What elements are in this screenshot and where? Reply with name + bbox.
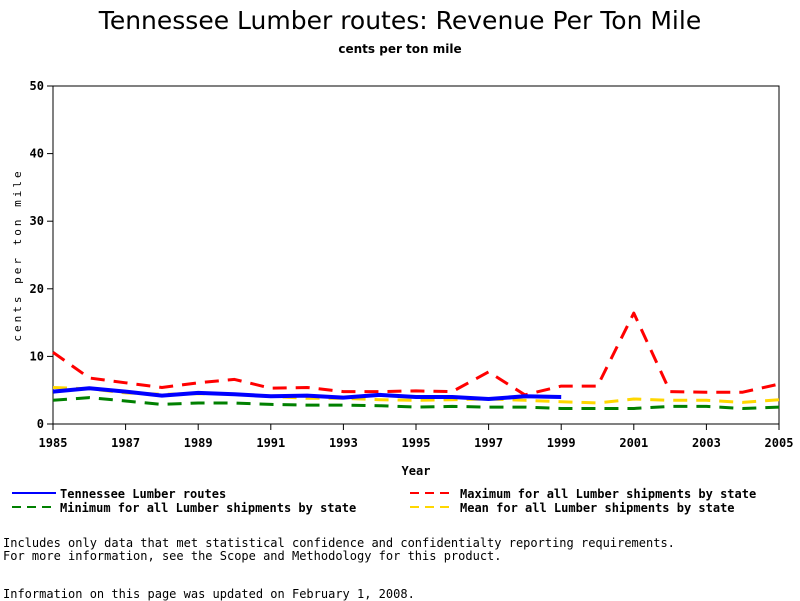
- legend-swatch-mean: [410, 506, 454, 508]
- x-axis-label: Year: [402, 464, 431, 478]
- series-tennessee-line: [52, 386, 562, 401]
- x-tick-label: 1989: [184, 436, 213, 450]
- legend-swatch-maximum: [410, 492, 454, 494]
- y-axis: 0 10 20 30 40 50: [30, 79, 53, 431]
- y-tick-label: 30: [30, 214, 44, 228]
- note-methodology: For more information, see the Scope and …: [3, 549, 502, 563]
- x-tick-label: 1993: [329, 436, 358, 450]
- y-tick-label: 40: [30, 147, 44, 161]
- x-tick-label: 2003: [692, 436, 721, 450]
- x-tick-label: 2001: [619, 436, 648, 450]
- series-layer: [52, 311, 780, 410]
- x-tick-label: 1987: [111, 436, 140, 450]
- y-tick-label: 10: [30, 349, 44, 363]
- legend-swatch-tennessee: [12, 492, 56, 494]
- y-tick-label: 0: [37, 417, 44, 431]
- note-updated: Information on this page was updated on …: [3, 587, 415, 601]
- legend-label-tennessee: Tennessee Lumber routes: [60, 487, 227, 501]
- chart-subtitle: cents per ton mile: [338, 42, 462, 56]
- x-axis: 1985 1987 1989 1991 1993 1995 1997 1999 2001 2003…: [39, 424, 794, 450]
- y-tick-label: 20: [30, 282, 44, 296]
- plot-area: [52, 85, 780, 425]
- x-tick-label: 1995: [402, 436, 431, 450]
- x-tick-label: 1991: [256, 436, 285, 450]
- chart-title: Tennessee Lumber routes: Revenue Per Ton…: [98, 6, 702, 35]
- x-tick-label: 1999: [547, 436, 576, 450]
- x-tick-label: 2005: [765, 436, 794, 450]
- y-axis-label: cents per ton mile: [11, 168, 24, 341]
- y-tick-label: 50: [30, 79, 44, 93]
- x-tick-label: 1997: [474, 436, 503, 450]
- legend-label-mean: Mean for all Lumber shipments by state: [460, 501, 735, 515]
- x-tick-label: 1985: [39, 436, 68, 450]
- series-minimum-line: [52, 396, 780, 410]
- note-confidence: Includes only data that met statistical …: [3, 536, 675, 550]
- series-maximum-line: [52, 311, 780, 397]
- legend-swatch-minimum: [12, 506, 56, 508]
- legend-label-minimum: Minimum for all Lumber shipments by stat…: [60, 501, 357, 515]
- legend-label-maximum: Maximum for all Lumber shipments by stat…: [460, 487, 757, 501]
